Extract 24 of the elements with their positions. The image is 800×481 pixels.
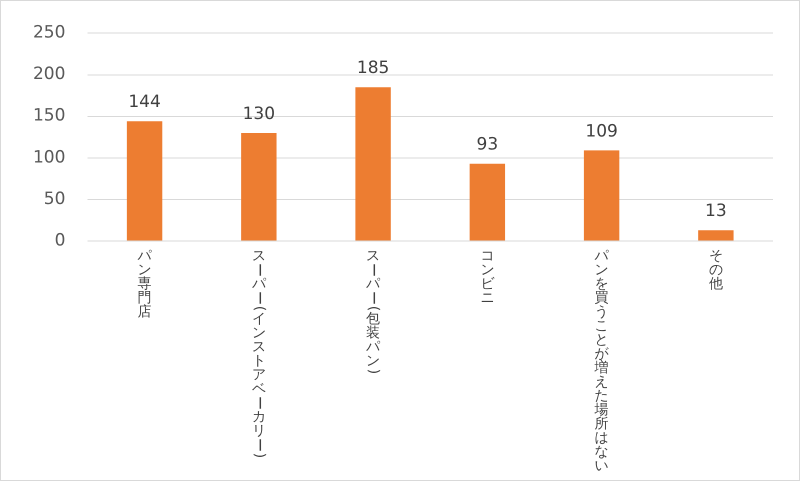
- category-label: パンを買うことが増えた場所はない: [594, 248, 609, 474]
- y-tick-label: 0: [54, 230, 66, 250]
- x-tick-label: コンビニ: [479, 248, 496, 306]
- bar: [241, 132, 277, 240]
- data-label: 144: [128, 92, 161, 112]
- x-tick-label: パン専門店: [136, 248, 153, 320]
- data-label: 13: [705, 201, 727, 222]
- y-tick-label: 50: [44, 188, 66, 209]
- bar: [126, 121, 162, 240]
- y-tick-label: 250: [32, 22, 66, 43]
- bar: [698, 230, 734, 240]
- data-label: 109: [585, 121, 618, 142]
- category-label: スーパー(インストアベーカリー): [250, 248, 268, 458]
- bar: [470, 164, 506, 240]
- y-tick-label: 150: [32, 106, 66, 126]
- y-tick-label: 200: [32, 64, 66, 84]
- bar: [584, 150, 620, 240]
- category-label: スーパー(包装パン): [365, 248, 382, 374]
- y-tick-label: 100: [32, 147, 66, 168]
- data-label: 93: [476, 134, 498, 155]
- data-label: 185: [356, 58, 390, 78]
- x-tick-label: その他: [708, 248, 724, 292]
- data-label: 130: [242, 104, 276, 124]
- bar: [355, 87, 391, 240]
